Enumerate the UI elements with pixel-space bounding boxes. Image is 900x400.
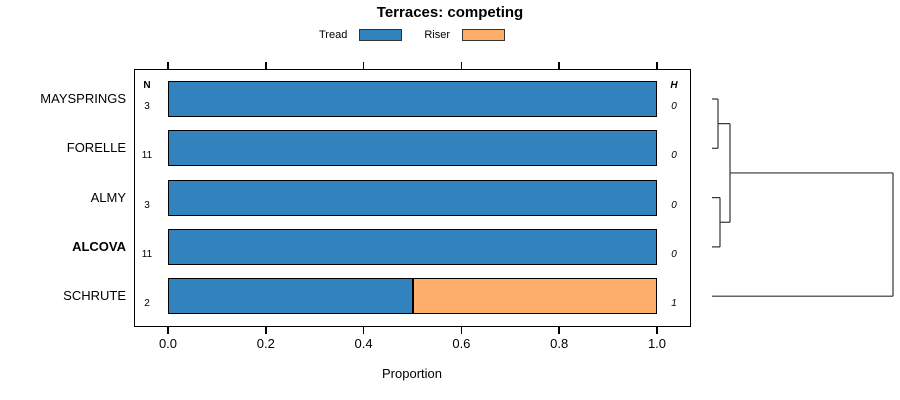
x-tick bbox=[167, 327, 169, 334]
legend-swatch-tread bbox=[359, 29, 403, 41]
x-tick-label: 0.6 bbox=[452, 336, 471, 351]
category-label: ALMY bbox=[90, 189, 126, 205]
bar-segment-tread bbox=[168, 278, 413, 315]
h-value: 0 bbox=[671, 150, 677, 162]
x-tick-label: 0.2 bbox=[256, 336, 275, 351]
legend-label: Riser bbox=[424, 28, 450, 41]
x-tick-label: 0.4 bbox=[354, 336, 373, 351]
bar-segment-riser bbox=[412, 278, 657, 315]
x-tick bbox=[656, 62, 658, 69]
bar-segment-tread bbox=[168, 228, 657, 265]
x-axis-title: Proportion bbox=[382, 366, 442, 381]
plot-frame bbox=[134, 69, 691, 327]
h-value: 0 bbox=[671, 101, 677, 112]
x-tick bbox=[558, 62, 560, 69]
legend-label: Tread bbox=[319, 28, 348, 41]
legend: Tread Riser bbox=[212, 27, 612, 43]
n-value: 3 bbox=[144, 101, 150, 112]
x-tick bbox=[265, 62, 267, 69]
bar-segment-tread bbox=[168, 179, 657, 216]
legend-item-riser: Riser bbox=[424, 29, 505, 42]
h-value: 0 bbox=[671, 199, 677, 211]
x-tick-label: 0.8 bbox=[550, 336, 569, 351]
n-value: 11 bbox=[141, 150, 153, 162]
category-label: ALCOVA bbox=[72, 238, 126, 254]
x-tick bbox=[460, 327, 463, 334]
x-tick bbox=[362, 62, 365, 69]
legend-item-tread: Tread bbox=[319, 28, 403, 42]
bar-segment-tread bbox=[168, 130, 657, 167]
x-tick bbox=[362, 327, 365, 334]
x-tick bbox=[656, 327, 658, 334]
n-value: 2 bbox=[144, 298, 150, 310]
chart-title: Terraces: competing bbox=[376, 4, 524, 21]
legend-swatch-riser bbox=[462, 29, 505, 41]
category-label: FORELLE bbox=[66, 140, 126, 156]
h-value: 1 bbox=[671, 298, 677, 310]
h-column-header: H bbox=[670, 80, 678, 91]
x-tick-label: 1.0 bbox=[647, 336, 667, 351]
x-tick bbox=[265, 327, 267, 334]
x-tick-label: 0.0 bbox=[158, 336, 178, 351]
category-label: MAYSPRINGS bbox=[40, 91, 126, 106]
category-label: SCHRUTE bbox=[63, 288, 126, 304]
n-column-header: N bbox=[143, 80, 151, 91]
bar-segment-tread bbox=[168, 81, 657, 117]
h-value: 0 bbox=[671, 248, 677, 260]
x-tick bbox=[167, 62, 169, 69]
n-value: 3 bbox=[144, 199, 150, 211]
x-tick bbox=[460, 62, 463, 69]
n-value: 11 bbox=[141, 248, 153, 260]
x-tick bbox=[558, 327, 560, 334]
